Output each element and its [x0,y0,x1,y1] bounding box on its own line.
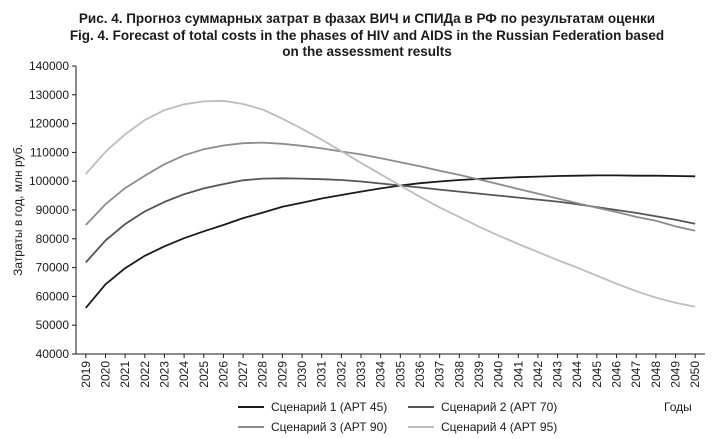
x-tick-label: 2035 [393,361,407,388]
x-tick-label: 2033 [354,361,368,388]
x-tick-label: 2030 [295,361,309,388]
x-tick-label: 2027 [236,361,250,388]
x-tick-label: 2020 [98,361,112,388]
legend-label: Сценарий 2 (АРТ 70) [441,400,557,414]
series-line [85,99,696,308]
x-tick-label: 2022 [138,361,152,388]
y-axis-label: Затраты в год, млн руб. [11,144,25,276]
y-tick-label: 110000 [30,145,69,159]
x-tick-label: 2040 [492,361,506,388]
chart-title-en-line1: Fig. 4. Forecast of total costs in the p… [70,28,664,43]
x-tick-label: 2032 [334,361,348,388]
x-tick-label: 2048 [649,361,663,388]
chart-title-ru: Рис. 4. Прогноз суммарных затрат в фазах… [79,11,655,26]
x-tick-label: 2019 [79,361,93,388]
x-tick-label: 2037 [433,361,447,388]
y-tick-label: 140000 [29,59,69,73]
legend-label: Сценарий 1 (АРТ 45) [271,400,387,414]
y-axis: 40000 50000 60000 70000 80000 90000 100000 1100… [29,59,76,361]
y-tick-label: 100000 [29,174,69,188]
x-tick-label: 2025 [197,361,211,388]
x-tick-label: 2049 [669,361,683,388]
x-axis: 2019 2020 2021 2022 2023 2024 2025 2026 2027 2028… [79,354,702,388]
y-tick-label: 60000 [36,289,70,303]
series-line [85,177,696,264]
x-tick-label: 2043 [551,361,565,388]
x-tick-label: 2028 [256,361,270,388]
y-tick-label: 90000 [36,203,70,217]
x-tick-label: 2029 [275,361,289,388]
x-tick-label: 2036 [413,361,427,388]
chart-title-en-line2: on the assessment results [282,44,452,59]
series-line [85,174,696,309]
legend-label: Сценарий 4 (АРТ 95) [441,420,557,434]
x-tick-label: 2034 [374,361,388,388]
y-tick-label: 80000 [36,232,70,246]
x-tick-label: 2047 [629,361,643,388]
x-tick-label: 2023 [157,361,171,388]
y-tick-label: 70000 [36,261,70,275]
y-tick-label: 120000 [29,117,69,131]
x-tick-label: 2024 [177,361,191,388]
x-tick-label: 2039 [472,361,486,388]
y-tick-label: 40000 [36,347,70,361]
x-tick-label: 2046 [610,361,624,388]
y-tick-label: 130000 [29,88,69,102]
x-tick-label: 2042 [531,361,545,388]
x-tick-label: 2038 [452,361,466,388]
series-lines [85,99,696,309]
x-tick-label: 2044 [570,361,584,388]
legend-label: Сценарий 3 (АРТ 90) [271,420,387,434]
x-tick-label: 2031 [315,361,329,388]
x-tick-label: 2021 [118,361,132,388]
y-tick-label: 50000 [36,318,70,332]
x-tick-label: 2041 [511,361,525,388]
legend: Сценарий 1 (АРТ 45) Сценарий 2 (АРТ 70) Сц… [238,400,557,434]
x-axis-label: Годы [664,400,692,414]
series-line [85,141,696,232]
x-tick-label: 2045 [590,361,604,388]
x-tick-label: 2026 [216,361,230,388]
x-tick-label: 2050 [688,361,702,388]
